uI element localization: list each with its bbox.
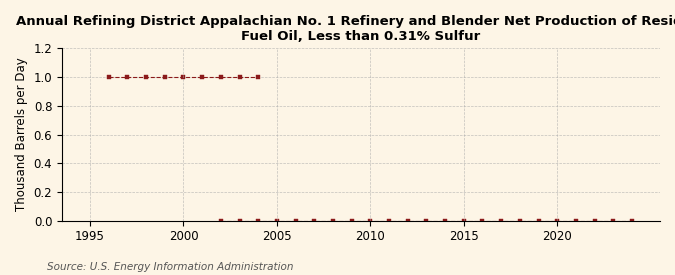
Title: Annual Refining District Appalachian No. 1 Refinery and Blender Net Production o: Annual Refining District Appalachian No.… [16, 15, 675, 43]
Y-axis label: Thousand Barrels per Day: Thousand Barrels per Day [15, 58, 28, 211]
Text: Source: U.S. Energy Information Administration: Source: U.S. Energy Information Administ… [47, 262, 294, 272]
